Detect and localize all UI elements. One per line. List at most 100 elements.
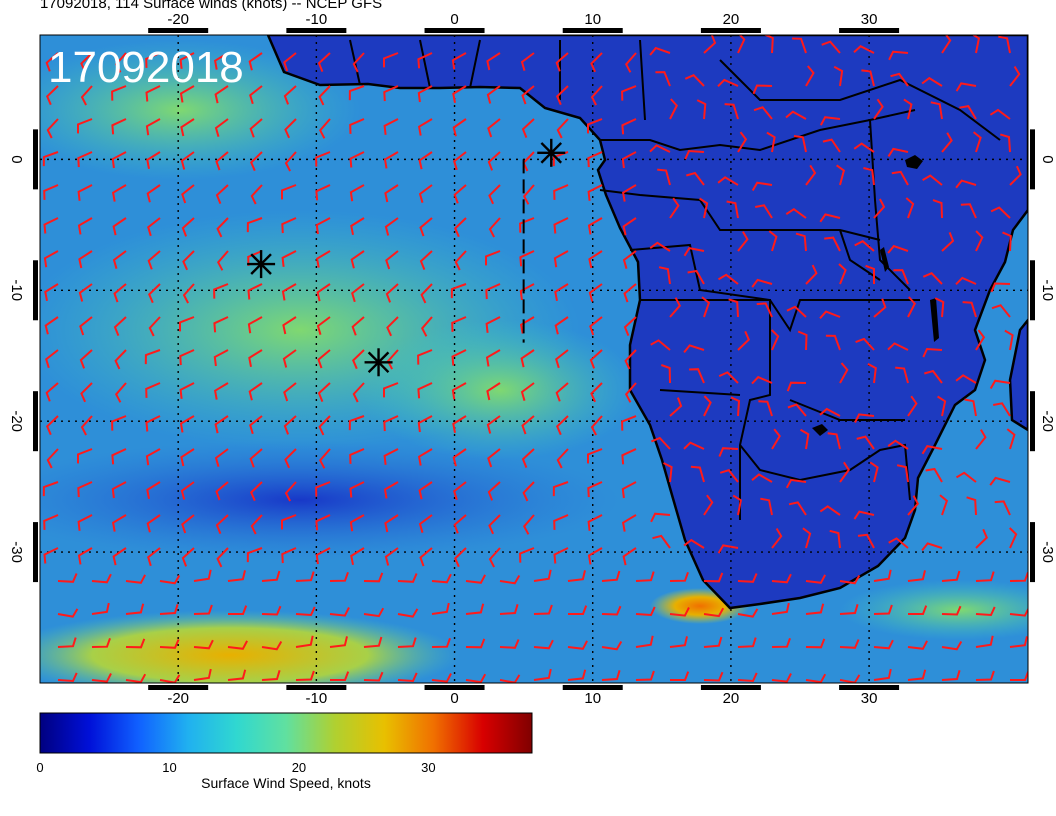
wind-barb <box>181 184 195 204</box>
wind-barb <box>853 44 875 54</box>
wind-barb <box>922 347 943 358</box>
wind-barb <box>941 35 952 54</box>
wind-barb <box>315 217 331 235</box>
wind-barb <box>250 481 263 502</box>
wind-barb <box>486 415 501 434</box>
wind-barb <box>454 547 467 568</box>
wind-barb <box>284 118 297 139</box>
wind-barb <box>363 572 384 583</box>
wind-barb <box>487 448 501 468</box>
wind-barb <box>955 82 977 92</box>
wind-barb <box>452 448 467 467</box>
lat-tick-bar <box>33 522 38 583</box>
wind-barb <box>216 217 229 238</box>
wind-barb <box>329 636 348 648</box>
wind-barb <box>383 448 399 465</box>
wind-barb <box>635 571 655 582</box>
wind-barb <box>993 402 1011 417</box>
wind-barb <box>893 269 909 285</box>
lat-tick-label: -20 <box>1039 410 1056 432</box>
wind-barb <box>317 349 331 369</box>
wind-barb <box>159 575 181 585</box>
wind-barb <box>802 527 812 549</box>
wind-barb <box>939 494 949 516</box>
wind-barb <box>281 547 297 564</box>
wind-barb <box>554 283 569 301</box>
wind-barb <box>896 464 909 483</box>
map-field <box>40 35 1028 683</box>
wind-barb <box>295 670 315 681</box>
wind-barb <box>349 184 365 202</box>
wind-barb <box>420 283 433 304</box>
wind-barb <box>925 467 943 483</box>
lon-tick-bar <box>286 28 347 33</box>
wind-barb <box>873 198 886 219</box>
wind-barb <box>521 118 535 138</box>
wind-barb <box>737 231 749 252</box>
lon-tick-bar <box>148 685 209 690</box>
lon-tick-bar <box>424 28 485 33</box>
wind-barb <box>903 98 913 120</box>
wind-barb <box>486 52 501 71</box>
wind-barb <box>114 349 127 370</box>
wind-barb <box>824 236 841 252</box>
wind-barb <box>771 602 790 615</box>
wind-barb <box>555 52 569 72</box>
storm-markers <box>247 138 566 377</box>
wind-barb <box>601 641 623 651</box>
wind-barb <box>624 52 637 73</box>
wind-barb <box>45 382 59 402</box>
wind-barb <box>805 673 827 683</box>
wind-barb <box>1009 65 1021 87</box>
wind-barb <box>499 575 521 585</box>
wind-barb <box>737 608 759 618</box>
country-borders <box>349 39 1001 520</box>
wind-barb <box>249 415 263 435</box>
wind-band-southeast <box>840 580 1028 640</box>
lon-tick-label: 30 <box>861 690 878 707</box>
wind-barb <box>717 176 739 186</box>
wind-barb <box>792 37 807 54</box>
wind-barb <box>485 349 501 367</box>
wind-barb <box>148 283 161 304</box>
wind-barb <box>283 415 297 435</box>
wind-barb <box>417 118 433 136</box>
wind-barb <box>621 448 637 465</box>
wind-barb <box>805 603 825 615</box>
wind-barb <box>930 101 943 120</box>
wind-barb <box>975 670 995 681</box>
wind-barb <box>955 374 977 384</box>
wind-barb <box>418 184 433 203</box>
wind-barb <box>554 316 569 335</box>
wind-barb <box>975 635 994 648</box>
wind-barb <box>488 184 501 205</box>
wind-barb <box>519 217 535 233</box>
wind-barb <box>766 131 776 153</box>
wind-barb <box>960 203 977 219</box>
wind-barb <box>316 316 331 335</box>
wind-barb <box>737 573 758 583</box>
wind-barb <box>44 283 59 301</box>
wind-barb <box>587 217 603 235</box>
wind-barb <box>227 640 248 650</box>
wind-barb <box>703 671 724 682</box>
wind-barb <box>499 639 520 649</box>
storm-marker <box>537 138 566 167</box>
wind-barb <box>689 368 705 384</box>
wind-barb <box>890 72 909 87</box>
wind-barb <box>587 481 603 498</box>
wind-barb <box>587 118 603 134</box>
wind-barb <box>417 52 433 69</box>
wind-barb <box>453 514 467 534</box>
wind-barb <box>873 569 892 582</box>
wind-barb <box>684 149 705 160</box>
wind-barb <box>147 250 161 270</box>
wind-barb <box>318 118 331 139</box>
wind-barb <box>111 118 127 135</box>
wind-barb <box>728 298 739 318</box>
wind-barb <box>350 217 365 235</box>
wind-barb <box>77 481 93 498</box>
wind-barb <box>601 570 621 582</box>
wind-barb <box>348 415 365 431</box>
